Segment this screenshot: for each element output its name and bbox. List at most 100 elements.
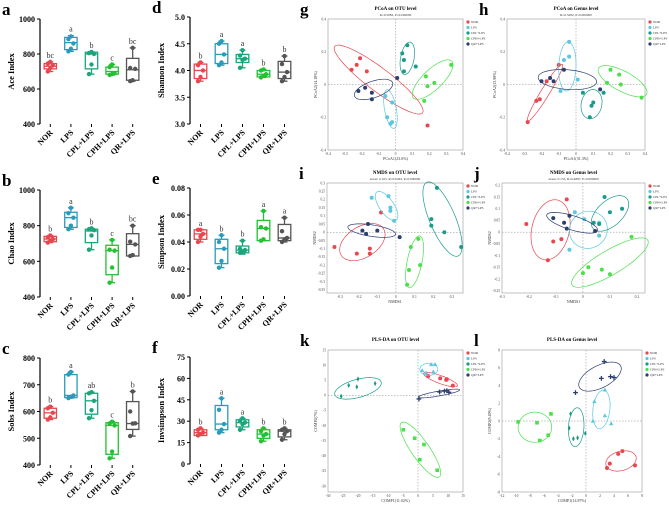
- data-point: [435, 468, 439, 473]
- data-point: [237, 419, 243, 424]
- y-tick-label: 30: [177, 417, 185, 426]
- box-LPS: a: [214, 387, 229, 435]
- x-tick-label: 0.2: [608, 152, 613, 156]
- significance-letter: b: [90, 217, 94, 226]
- legend-label: LPS: [471, 190, 477, 194]
- data-point: [358, 56, 363, 61]
- data-point: [386, 194, 391, 199]
- x-tick-label: -0.2: [526, 295, 532, 299]
- y-tick-label: 0.06: [171, 211, 185, 220]
- y-tick-label: 0: [324, 394, 326, 398]
- data-point: [219, 258, 224, 264]
- data-point: [561, 67, 566, 72]
- data-point: [429, 362, 434, 367]
- box-CPL+LPS: a: [235, 407, 250, 432]
- data-point: [109, 237, 115, 243]
- data-point: [601, 359, 607, 364]
- y-tick-label: 500: [23, 434, 35, 443]
- data-point: [401, 69, 406, 74]
- box-NOR: bc: [43, 51, 58, 74]
- legend-label: NOR: [653, 20, 661, 24]
- data-point: [89, 62, 94, 67]
- data-point: [89, 233, 94, 238]
- data-point: [567, 425, 571, 431]
- x-tick-label: -6: [543, 494, 546, 498]
- x-tick-label: -0.4: [504, 152, 510, 156]
- data-point: [279, 79, 285, 84]
- confidence-ellipse: [383, 89, 398, 129]
- panel-l: l -12 -10 -8 -6 -4 -2 0 2 4 6 8 -8 -6 -4 -2 0 2 4 6 8 PLS-DA …: [474, 331, 664, 503]
- series-QR+LPS: [537, 67, 603, 92]
- y-tick-label: 4: [498, 384, 500, 388]
- data-point: [130, 78, 135, 83]
- significance-letter: a: [262, 200, 266, 209]
- x-tick-label: 0: [575, 152, 577, 156]
- box-CPL+LPS: ab: [84, 381, 99, 421]
- data-point: [422, 98, 427, 103]
- data-point: [242, 247, 248, 253]
- significance-letter: a: [220, 387, 224, 396]
- y-tick-label: -0.05: [493, 242, 501, 246]
- legend-marker: [645, 367, 649, 372]
- data-point: [200, 231, 206, 237]
- data-point: [602, 195, 607, 200]
- confidence-ellipse: [339, 223, 386, 262]
- data-point: [50, 410, 55, 416]
- data-point: [354, 62, 359, 67]
- series-NOR: [524, 197, 571, 263]
- data-point: [367, 246, 372, 251]
- panel-letter: k: [300, 331, 310, 350]
- plot-frame: [326, 182, 464, 294]
- data-point: [608, 374, 613, 380]
- box-CPL+LPS: b: [84, 41, 99, 77]
- y-tick-label: 0: [498, 419, 500, 423]
- y-tick-label: 400: [23, 120, 35, 129]
- data-point: [48, 404, 53, 409]
- data-point: [567, 247, 572, 252]
- data-point: [607, 461, 612, 466]
- panel-g: g -0.4 -0.3 -0.2 -0.1 0 0.1 0.2 0.3 0.4 -0.4 -0.2 0 0…: [300, 0, 485, 161]
- x-tick-label: -2: [571, 494, 574, 498]
- data-point: [71, 393, 76, 398]
- data-point: [130, 389, 135, 394]
- category-label: NOR: [36, 301, 55, 320]
- significance-letter: c: [110, 411, 114, 420]
- legend-label: CPH+LPS: [650, 368, 664, 372]
- x-tick-label: -10: [514, 494, 519, 498]
- legend-label: QR+LPS: [653, 42, 666, 46]
- legend-label: QR+LPS: [471, 373, 484, 377]
- y-tick-label: 0.15: [319, 206, 325, 210]
- data-point: [459, 245, 464, 250]
- y-tick-label: 1000: [19, 186, 35, 195]
- x-tick-label: -30: [326, 494, 331, 498]
- y-tick-label: 0.2: [321, 198, 326, 202]
- y-tick-label: 15: [177, 439, 185, 448]
- legend-marker: [648, 195, 652, 199]
- series-CPL+LPS: [580, 89, 606, 120]
- data-point: [261, 426, 266, 431]
- data-point: [364, 231, 369, 236]
- category-label: LPS: [209, 300, 226, 317]
- data-point: [198, 60, 203, 65]
- data-point: [219, 60, 224, 65]
- y-tick-label: 3.0: [175, 120, 185, 129]
- legend-label: CPL+LPS: [471, 31, 485, 35]
- legend-marker: [466, 200, 470, 205]
- confidence-ellipse: [597, 65, 648, 98]
- data-point: [601, 90, 606, 95]
- x-axis-label: NMDS1: [388, 299, 402, 304]
- series-CPH+LPS: [597, 65, 648, 100]
- chart-subtitle: stress: 0.105, R=0.6463, P=0.000000: [370, 177, 421, 182]
- data-point: [611, 375, 617, 380]
- series-QR+LPS: [546, 212, 599, 234]
- data-point: [258, 224, 264, 230]
- box-NOR: b: [193, 51, 208, 84]
- y-tick-label: 0.2: [501, 50, 506, 54]
- series-NOR: [423, 372, 458, 388]
- legend-marker: [645, 356, 649, 361]
- data-point: [89, 407, 94, 413]
- legend-label: CPH+LPS: [471, 37, 485, 41]
- x-tick-label: -4: [557, 494, 560, 498]
- legend-label: LPS: [650, 357, 656, 361]
- x-tick-label: 2: [599, 494, 601, 498]
